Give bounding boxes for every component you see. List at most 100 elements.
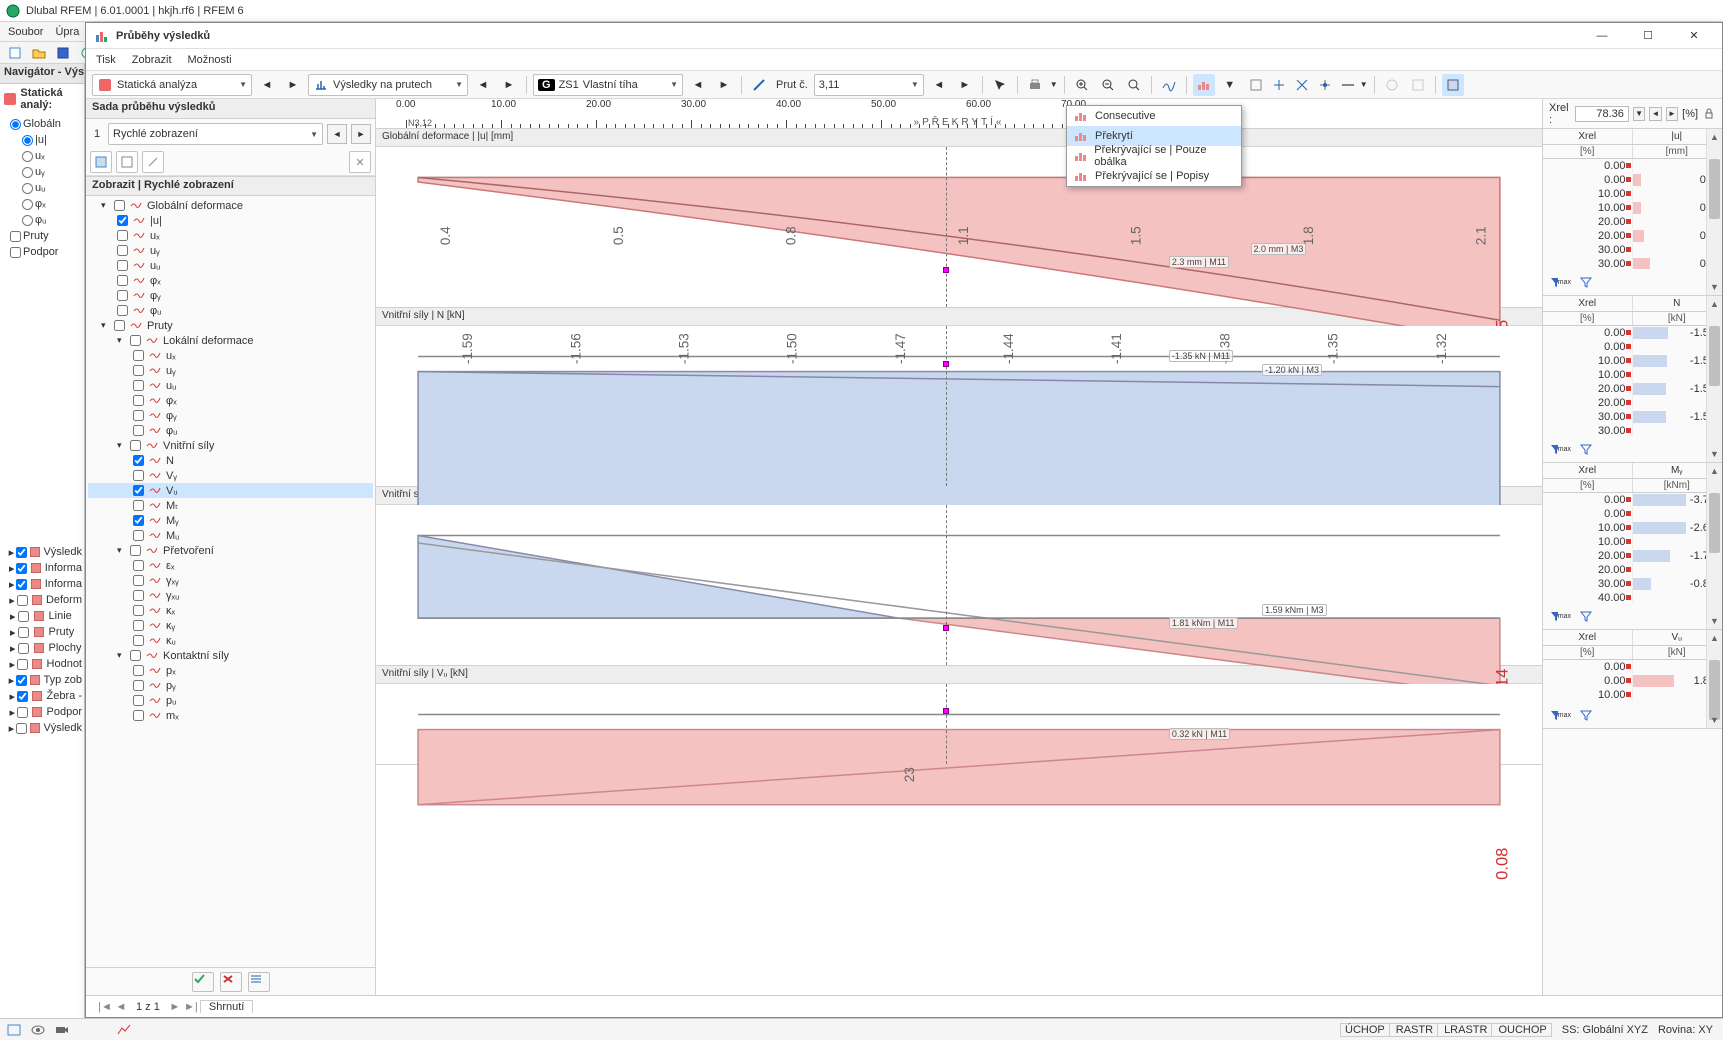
xrel-value[interactable]: 78.36	[1575, 106, 1629, 122]
result-tree-item[interactable]: Vᵧ	[88, 468, 373, 483]
page-last[interactable]: ►|	[184, 1001, 198, 1013]
maximize-button[interactable]: ☐	[1628, 23, 1668, 49]
result-tree-item[interactable]: uᵧ	[88, 363, 373, 378]
sb-icon1[interactable]	[6, 1022, 22, 1038]
result-tree-item[interactable]: N	[88, 453, 373, 468]
result-tree-item[interactable]: ▾Vnitřní síly	[88, 438, 373, 453]
table-row[interactable]: 10.000	[1543, 688, 1722, 702]
xrel-prev[interactable]: ◄	[1649, 107, 1661, 121]
table-row[interactable]: 30.00-1.50	[1543, 410, 1722, 424]
nav-item[interactable]: φᵤ	[2, 212, 82, 228]
tb3-icon[interactable]	[142, 151, 164, 173]
nav-item[interactable]: ▸ Plochy	[2, 640, 82, 656]
smooth-icon[interactable]	[1158, 74, 1180, 96]
result-tree-item[interactable]: φₓ	[88, 273, 373, 288]
filter-max-icon[interactable]: max	[1549, 605, 1571, 627]
minimize-button[interactable]: —	[1582, 23, 1622, 49]
result-tree-item[interactable]: pᵤ	[88, 693, 373, 708]
result-tree-item[interactable]: uᵤ	[88, 378, 373, 393]
result-tree-item[interactable]: uₓ	[88, 348, 373, 363]
table-row[interactable]: 0.000	[1543, 660, 1722, 674]
result-tree-item[interactable]: |u|	[88, 213, 373, 228]
result-tree-item[interactable]: uᵤ	[88, 258, 373, 273]
table-row[interactable]: 10.000	[1543, 187, 1722, 201]
filter-max-icon[interactable]: max	[1549, 438, 1571, 460]
chart-area[interactable]: 2.141.81 kNm | M111.59 kNm | M3	[376, 505, 1542, 665]
result-tree-item[interactable]: κᵧ	[88, 618, 373, 633]
results-dropdown[interactable]: Výsledky na prutech ▼	[308, 74, 468, 96]
result-tree-item[interactable]: φᵤ	[88, 423, 373, 438]
cursor-marker[interactable]	[943, 361, 949, 367]
cursor-marker[interactable]	[943, 708, 949, 714]
nav-item[interactable]: ▸ Pruty	[2, 624, 82, 640]
table-row[interactable]: 10.00-1.56	[1543, 354, 1722, 368]
table-row[interactable]: 0.000	[1543, 159, 1722, 173]
prev-analysis-button[interactable]: ◄	[256, 74, 278, 96]
member-dropdown[interactable]: 3,11 ▼	[814, 74, 924, 96]
sb-graph-icon[interactable]	[116, 1022, 132, 1038]
result-tree-item[interactable]: Mₜ	[88, 498, 373, 513]
preset-prev-button[interactable]: ◄	[327, 124, 347, 144]
tool-c-icon[interactable]	[1291, 74, 1313, 96]
cursor-line[interactable]	[946, 505, 947, 665]
summary-tab[interactable]: Shrnutí	[200, 1000, 253, 1013]
tool-a-icon[interactable]	[1245, 74, 1267, 96]
tool-d-icon[interactable]	[1314, 74, 1336, 96]
prev-results-button[interactable]: ◄	[472, 74, 494, 96]
table-row[interactable]: 0.000	[1543, 340, 1722, 354]
result-tree-item[interactable]: ▾Lokální deformace	[88, 333, 373, 348]
result-tree-item[interactable]: φᵤ	[88, 303, 373, 318]
table-row[interactable]: 40.000	[1543, 591, 1722, 603]
result-tree-item[interactable]: Mᵧ	[88, 513, 373, 528]
nav-item[interactable]: ▸ Podpor	[2, 704, 82, 720]
nav-item[interactable]: Podpor	[2, 244, 82, 260]
prev-lc-button[interactable]: ◄	[687, 74, 709, 96]
result-tree-item[interactable]: ▾Přetvoření	[88, 543, 373, 558]
result-tree-item[interactable]: γₓᵧ	[88, 573, 373, 588]
page-first[interactable]: |◄	[98, 1001, 112, 1013]
zoom-out-icon[interactable]	[1097, 74, 1119, 96]
table-row[interactable]: 0.000.4	[1543, 173, 1722, 187]
table-row[interactable]: 0.00-3.76	[1543, 493, 1722, 507]
next-analysis-button[interactable]: ►	[282, 74, 304, 96]
filter-icon[interactable]	[1575, 271, 1597, 293]
tb1-icon[interactable]	[90, 151, 112, 173]
result-tree-item[interactable]: γₓᵤ	[88, 588, 373, 603]
table-row[interactable]: 10.000	[1543, 368, 1722, 382]
result-tree-item[interactable]: Mᵤ	[88, 528, 373, 543]
chart-area[interactable]: -1.59-1.56-1.53-1.50-1.47-1.44-1.41-1.38…	[376, 326, 1542, 486]
print-icon[interactable]	[1024, 74, 1046, 96]
display-dropdown-icon[interactable]: ▼	[1219, 74, 1241, 96]
foot-btn1[interactable]	[192, 972, 214, 992]
table-row[interactable]: 20.000	[1543, 215, 1722, 229]
popup-item[interactable]: Consecutive	[1067, 106, 1241, 126]
menu-edit[interactable]: Úpra	[55, 26, 79, 38]
tool-e-icon[interactable]	[1337, 74, 1359, 96]
nav-item[interactable]: ▸ Deform	[2, 592, 82, 608]
preset-dropdown[interactable]: Rychlé zobrazení ▼	[108, 123, 323, 145]
snap-rastr[interactable]: RASTR	[1392, 1024, 1438, 1036]
page-prev[interactable]: ◄	[114, 1001, 128, 1013]
result-tree-item[interactable]: κᵤ	[88, 633, 373, 648]
xrel-next[interactable]: ►	[1666, 107, 1678, 121]
zoom-in-icon[interactable]	[1071, 74, 1093, 96]
table-row[interactable]: 20.000	[1543, 396, 1722, 410]
tb-close-icon[interactable]: ✕	[349, 151, 371, 173]
result-tree-item[interactable]: φₓ	[88, 393, 373, 408]
menu-options[interactable]: Možnosti	[188, 54, 232, 66]
chart-area[interactable]: 230.080.32 kN | M11	[376, 684, 1542, 764]
table-row[interactable]: 10.000.4	[1543, 201, 1722, 215]
result-tree-item[interactable]: pₓ	[88, 663, 373, 678]
table-row[interactable]: 30.000	[1543, 243, 1722, 257]
table-row[interactable]: 30.000.8	[1543, 257, 1722, 269]
result-tree-item[interactable]: uᵧ	[88, 243, 373, 258]
result-tree-item[interactable]: εₓ	[88, 558, 373, 573]
close-button[interactable]: ✕	[1674, 23, 1714, 49]
result-tree-item[interactable]: ▾Globální deformace	[88, 198, 373, 213]
table-row[interactable]: 10.00-2.68	[1543, 521, 1722, 535]
nav-item[interactable]: φₓ	[2, 196, 82, 212]
tb2-icon[interactable]	[116, 151, 138, 173]
page-next[interactable]: ►	[168, 1001, 182, 1013]
nav-item[interactable]: |u|	[2, 132, 82, 148]
result-tree-item[interactable]: φᵧ	[88, 408, 373, 423]
